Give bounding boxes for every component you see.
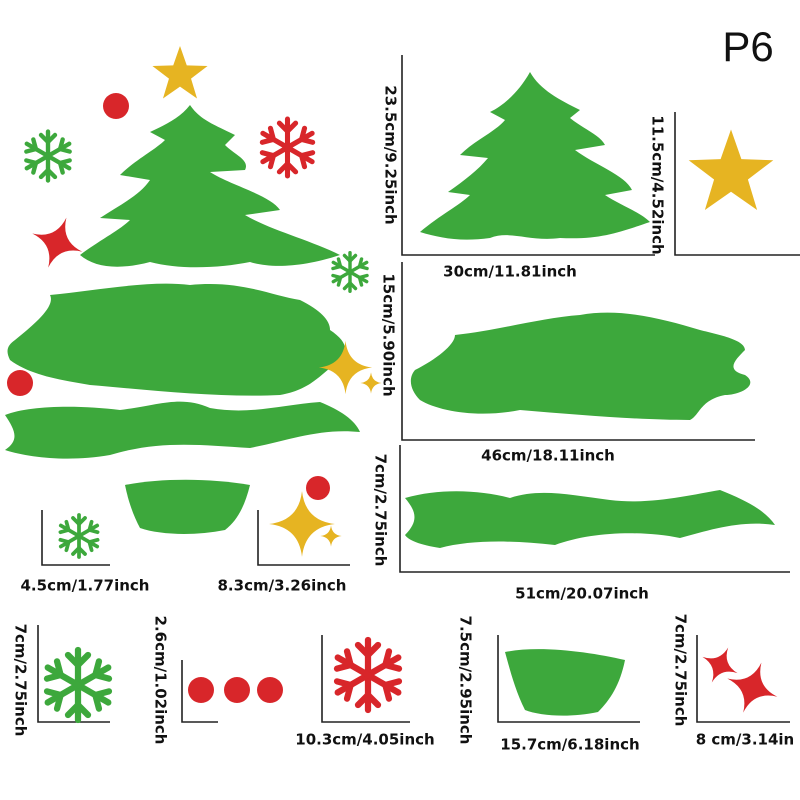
dot	[257, 677, 283, 703]
snowflake	[58, 515, 100, 557]
width-label: 4.5cm/1.77inch	[21, 577, 150, 595]
snowflake	[23, 132, 72, 181]
snowflake	[259, 119, 316, 176]
dimension-bracket	[401, 55, 655, 256]
dimension-bracket	[401, 262, 755, 441]
height-label: 23.5cm/9.25inch	[382, 85, 400, 224]
tree-top-piece	[420, 72, 650, 240]
sparkle	[269, 491, 335, 557]
assembled-tree	[5, 45, 382, 534]
sparkle	[23, 208, 92, 277]
height-label: 7cm/2.75inch	[12, 624, 30, 737]
snowflake	[43, 650, 114, 720]
width-label: 15.7cm/6.18inch	[500, 736, 639, 754]
width-label: 51cm/20.07inch	[515, 585, 649, 603]
height-label: 15cm/5.90inch	[380, 273, 398, 396]
dot	[224, 677, 250, 703]
star	[152, 45, 208, 99]
sparkle	[718, 653, 787, 722]
dimension-bracket	[399, 445, 790, 573]
width-label: 10.3cm/4.05inch	[295, 731, 434, 749]
sparkle	[360, 372, 382, 394]
dimension-bracket	[674, 112, 800, 256]
sparkle	[320, 525, 342, 547]
height-label: 7cm/2.75inch	[372, 454, 390, 567]
dot	[103, 93, 129, 119]
badge: P6	[722, 23, 773, 70]
dimension-bracket	[696, 635, 790, 723]
dimension-bracket	[181, 660, 218, 723]
width-label: 46cm/18.11inch	[481, 447, 615, 465]
dimension-bracket	[41, 510, 110, 566]
height-label: 11.5cm/4.52inch	[649, 115, 667, 254]
width-label: 30cm/11.81inch	[443, 263, 577, 281]
snowflake	[333, 640, 404, 710]
tree-middle-piece	[410, 312, 751, 420]
dot	[188, 677, 214, 703]
height-label: 7cm/2.75inch	[672, 614, 690, 727]
width-label: 8.3cm/3.26inch	[218, 577, 347, 595]
dimension-bracket	[321, 635, 410, 723]
star	[688, 129, 774, 211]
dimension-bracket	[497, 635, 640, 723]
snowflake	[331, 253, 370, 292]
tree-pot-piece	[505, 649, 625, 716]
dot	[306, 476, 330, 500]
tree-bottom-piece	[405, 490, 775, 548]
height-label: 7.5cm/2.95inch	[457, 616, 475, 745]
dimension-bracket	[257, 510, 350, 566]
dimension-bracket	[37, 625, 110, 723]
width-label: 8 cm/3.14in	[696, 731, 795, 749]
height-label: 2.6cm/1.02inch	[152, 616, 170, 745]
dot	[7, 370, 33, 396]
